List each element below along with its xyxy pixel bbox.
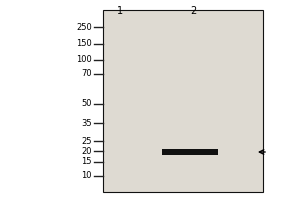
Text: 1: 1 (117, 6, 123, 16)
Text: 100: 100 (76, 55, 92, 64)
Text: 150: 150 (76, 40, 92, 48)
Bar (162, 149, 218, 155)
Text: 70: 70 (81, 70, 92, 78)
Text: 15: 15 (82, 158, 92, 166)
Text: 20: 20 (82, 146, 92, 156)
Text: 250: 250 (76, 22, 92, 31)
Text: 2: 2 (190, 6, 196, 16)
Text: 35: 35 (81, 118, 92, 128)
Text: 10: 10 (82, 171, 92, 180)
Bar (103, 10, 263, 192)
Text: 50: 50 (82, 99, 92, 108)
Text: 25: 25 (82, 136, 92, 146)
